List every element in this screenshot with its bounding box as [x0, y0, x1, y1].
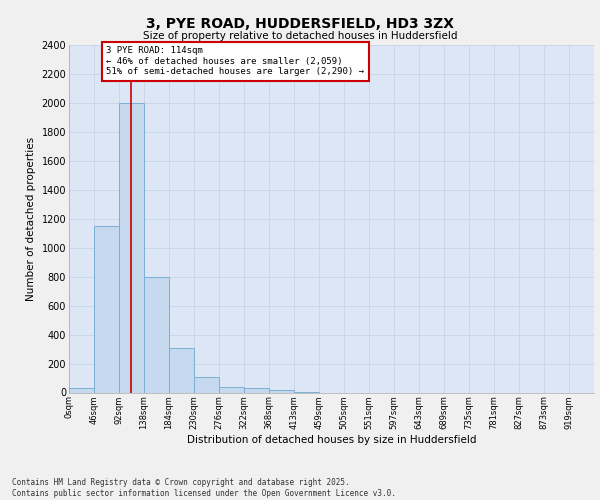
Text: Size of property relative to detached houses in Huddersfield: Size of property relative to detached ho…: [143, 31, 457, 41]
Bar: [244, 388, 269, 392]
Bar: [69, 388, 94, 392]
Bar: [219, 386, 244, 392]
Text: 3, PYE ROAD, HUDDERSFIELD, HD3 3ZX: 3, PYE ROAD, HUDDERSFIELD, HD3 3ZX: [146, 18, 454, 32]
Text: Contains HM Land Registry data © Crown copyright and database right 2025.
Contai: Contains HM Land Registry data © Crown c…: [12, 478, 396, 498]
Bar: [269, 390, 294, 392]
X-axis label: Distribution of detached houses by size in Huddersfield: Distribution of detached houses by size …: [187, 435, 476, 445]
Bar: [194, 376, 219, 392]
Text: 3 PYE ROAD: 114sqm
← 46% of detached houses are smaller (2,059)
51% of semi-deta: 3 PYE ROAD: 114sqm ← 46% of detached hou…: [107, 46, 365, 76]
Bar: [94, 226, 119, 392]
Bar: [169, 348, 194, 393]
Bar: [144, 276, 169, 392]
Bar: [119, 103, 144, 393]
Y-axis label: Number of detached properties: Number of detached properties: [26, 136, 36, 301]
